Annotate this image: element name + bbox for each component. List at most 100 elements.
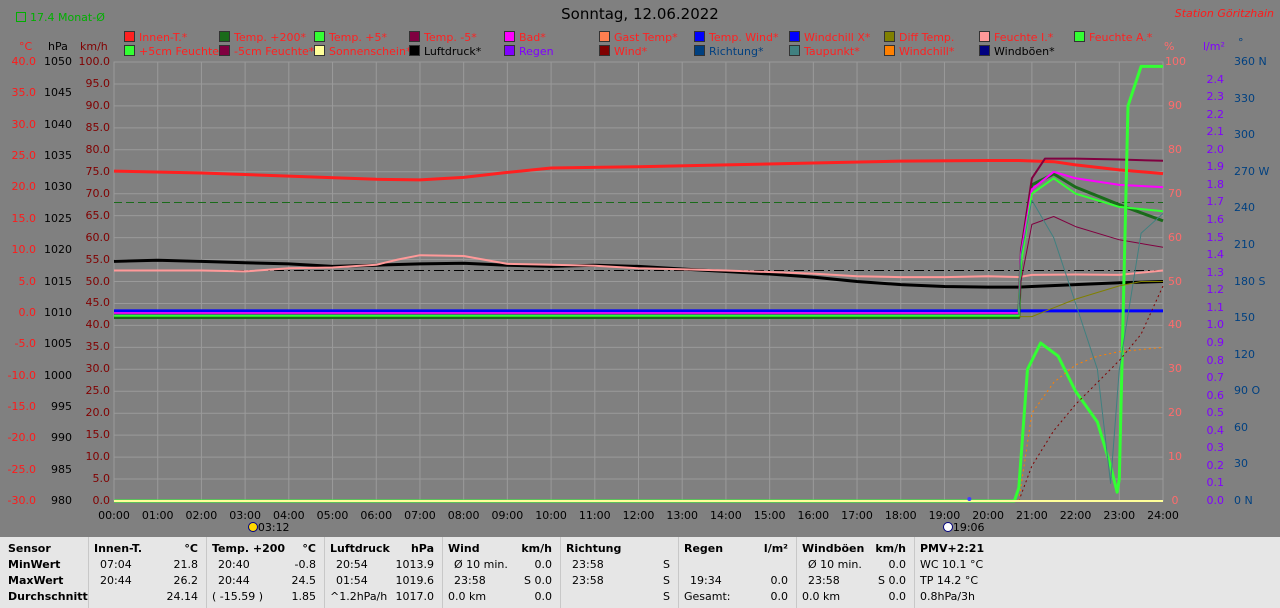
- time-tick-label: 06:00: [360, 509, 393, 522]
- kmh-tick-label: 35.0: [85, 340, 111, 354]
- stats-column: [442, 537, 443, 608]
- legend-item[interactable]: Wind*: [599, 45, 647, 58]
- stats-max-time: 23:58: [808, 574, 840, 587]
- stats-row-label: MaxWert: [8, 574, 64, 587]
- rain-tick-label: 1.7: [1206, 195, 1225, 209]
- stats-column-unit: °C: [184, 542, 198, 555]
- rain-marker: [967, 497, 972, 501]
- legend-swatch: [979, 45, 990, 56]
- direction-tick-label: 30: [1234, 457, 1248, 471]
- stats-column-unit: °C: [302, 542, 316, 555]
- kmh-tick-label: 60.0: [85, 230, 111, 244]
- direction-tick-label: 300: [1234, 128, 1255, 142]
- legend-item[interactable]: +5cm Feuchte*: [124, 45, 225, 58]
- rain-tick-label: 1.9: [1206, 160, 1225, 174]
- rain-tick-label: 0.2: [1206, 458, 1225, 472]
- legend-item[interactable]: Richtung*: [694, 45, 763, 58]
- legend-item[interactable]: Sonnenschein*: [314, 45, 411, 58]
- hpa-tick-label: 1025: [44, 211, 72, 225]
- legend-swatch: [409, 31, 420, 42]
- stats-avg-value: 1017.0: [395, 590, 435, 603]
- legend-item[interactable]: Luftdruck*: [409, 45, 481, 58]
- temp-tick-label: 30.0: [11, 117, 37, 131]
- moon-icon: [942, 522, 953, 532]
- average-toggle-checkbox[interactable]: [16, 12, 26, 22]
- series-line-feuchte-a-: [114, 64, 1163, 503]
- legend-item[interactable]: Gast Temp*: [599, 31, 678, 44]
- stats-min-time: 20:54: [336, 558, 368, 571]
- direction-tick-label: 0 N: [1234, 494, 1253, 507]
- temp-tick-label: -15.0: [7, 399, 36, 413]
- stats-column: [914, 537, 915, 608]
- legend-item[interactable]: Temp. +200*: [219, 31, 306, 44]
- kmh-tick-label: 95.0: [85, 76, 111, 90]
- legend-label: Windchill*: [899, 45, 955, 58]
- time-tick-label: 21:00: [1016, 509, 1048, 522]
- legend-swatch: [219, 45, 230, 56]
- legend-item[interactable]: Diff Temp.: [884, 31, 954, 44]
- legend-item[interactable]: Temp. -5*: [409, 31, 477, 44]
- stats-min-value: WC 10.1 °C: [920, 558, 984, 571]
- legend-item[interactable]: Bad*: [504, 31, 546, 44]
- rain-tick-label: 2.0: [1206, 142, 1225, 156]
- stats-min-value: 0.0: [888, 558, 907, 571]
- legend-swatch: [504, 45, 515, 56]
- direction-tick-label: 90 O: [1234, 384, 1261, 398]
- legend-item[interactable]: Temp. +5*: [314, 31, 387, 44]
- hpa-tick-label: 1040: [44, 117, 72, 131]
- legend-swatch: [979, 31, 990, 42]
- legend-swatch: [409, 45, 420, 56]
- temp-tick-label: 25.0: [11, 149, 37, 163]
- temp-tick-label: -25.0: [7, 462, 36, 476]
- legend-item[interactable]: Taupunkt*: [789, 45, 860, 58]
- legend-item[interactable]: Windchill X*: [789, 31, 870, 44]
- legend-item[interactable]: Regen: [504, 45, 554, 58]
- stats-avg-value: 0.0: [888, 590, 907, 603]
- legend-label: Windchill X*: [804, 31, 871, 44]
- legend-item[interactable]: Windböen*: [979, 45, 1055, 58]
- rain-tick-label: 2.4: [1206, 72, 1225, 86]
- hpa-tick-label: 1035: [44, 149, 72, 163]
- legend-label: Feuchte A.*: [1089, 31, 1153, 44]
- legend-item[interactable]: Feuchte A.*: [1074, 31, 1152, 44]
- legend-item[interactable]: Feuchte I.*: [979, 31, 1053, 44]
- pct-tick-label: 100: [1165, 55, 1186, 68]
- axis-unit-temp: °C: [19, 40, 33, 53]
- stats-min-time: 23:58: [572, 558, 604, 571]
- stats-column-unit: hPa: [410, 542, 434, 555]
- stats-column: [678, 537, 679, 608]
- hpa-tick-label: 1000: [44, 368, 72, 382]
- legend-item[interactable]: Windchill*: [884, 45, 954, 58]
- legend-label: -5cm Feuchte*: [234, 45, 315, 58]
- hpa-tick-label: 1010: [44, 305, 72, 319]
- legend-item[interactable]: Innen-T.*: [124, 31, 187, 44]
- series-line-taupunkt-: [114, 199, 1164, 484]
- kmh-tick-label: 0.0: [92, 494, 111, 507]
- time-tick-label: 12:00: [622, 509, 655, 522]
- hpa-tick-label: 1020: [44, 243, 72, 257]
- time-tick-label: 09:00: [491, 509, 524, 522]
- legend-swatch: [219, 31, 230, 42]
- month-average[interactable]: 17.4 Monat-Ø: [16, 11, 105, 24]
- legend-item[interactable]: -5cm Feuchte*: [219, 45, 314, 58]
- rain-tick-label: 1.1: [1206, 300, 1225, 314]
- hpa-tick-label: 1030: [44, 180, 72, 194]
- time-tick-label: 19:00: [928, 509, 961, 522]
- legend-item[interactable]: Temp. Wind*: [694, 31, 778, 44]
- direction-tick-label: 210: [1234, 237, 1255, 251]
- direction-tick-label: 150: [1234, 311, 1255, 325]
- legend-label: Wind*: [614, 45, 648, 58]
- stats-avg-value: 0.0: [534, 590, 553, 603]
- axis-unit-pct: %: [1164, 40, 1175, 53]
- legend-swatch: [884, 31, 895, 42]
- kmh-tick-label: 65.0: [85, 208, 111, 222]
- stats-avg-note: Gesamt:: [684, 590, 731, 603]
- time-tick-label: 05:00: [316, 509, 349, 522]
- kmh-tick-label: 50.0: [85, 274, 111, 288]
- legend-swatch: [694, 45, 705, 56]
- rain-tick-label: 2.2: [1206, 107, 1225, 121]
- stats-column-title: Windböen: [802, 542, 865, 555]
- rain-tick-label: 0.4: [1206, 423, 1225, 437]
- series-line-innen-t-: [113, 159, 1164, 182]
- temp-tick-label: -20.0: [7, 431, 36, 445]
